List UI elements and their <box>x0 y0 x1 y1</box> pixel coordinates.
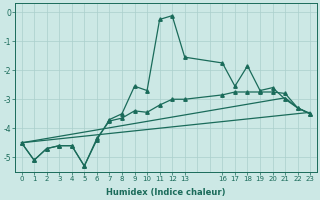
X-axis label: Humidex (Indice chaleur): Humidex (Indice chaleur) <box>106 188 226 197</box>
